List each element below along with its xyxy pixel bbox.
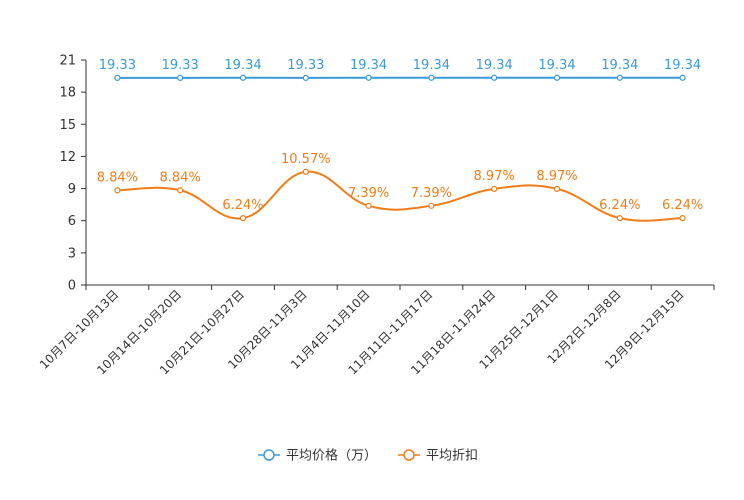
series-1-data-label: 6.24% xyxy=(599,198,640,213)
series-0-data-label: 19.33 xyxy=(99,58,136,73)
series-0-data-label: 19.34 xyxy=(476,58,513,73)
series-0-point xyxy=(178,75,183,80)
series-1-data-label: 10.57% xyxy=(281,152,331,167)
y-tick-label: 21 xyxy=(59,54,76,69)
series-0-data-label: 19.33 xyxy=(287,58,324,73)
series-1-data-label: 8.97% xyxy=(474,169,515,184)
legend-marker xyxy=(404,450,414,460)
series-1-data-label: 7.39% xyxy=(348,186,389,201)
legend-item-1: 平均折扣 xyxy=(398,449,478,464)
y-tick-label: 3 xyxy=(68,246,76,261)
series-1-data-label: 8.97% xyxy=(536,169,577,184)
series-1-point xyxy=(115,188,120,193)
series-1-data-label: 8.84% xyxy=(160,170,201,185)
series-1-point xyxy=(303,169,308,174)
series-0-point xyxy=(303,75,308,80)
series-0-data-label: 19.34 xyxy=(664,58,701,73)
series-line-1 xyxy=(117,172,682,221)
series-0-point xyxy=(617,75,622,80)
series-0-point xyxy=(680,75,685,80)
series-1-data-label: 8.84% xyxy=(97,170,138,185)
series-1-point xyxy=(178,188,183,193)
series-0-data-label: 19.34 xyxy=(538,58,575,73)
series-1-point xyxy=(429,203,434,208)
legend-label: 平均折扣 xyxy=(426,449,478,464)
series-0-data-label: 19.34 xyxy=(350,58,387,73)
y-tick-label: 0 xyxy=(68,279,76,294)
series-1-point xyxy=(680,216,685,221)
series-1-point xyxy=(492,186,497,191)
series-0-data-label: 19.34 xyxy=(413,58,450,73)
series-0-point xyxy=(241,75,246,80)
legend-label: 平均价格（万） xyxy=(286,448,377,464)
series-0-data-label: 19.33 xyxy=(162,58,199,73)
series-0-point xyxy=(492,75,497,80)
series-0-point xyxy=(555,75,560,80)
series-0-data-label: 19.34 xyxy=(224,58,261,73)
series-0-data-label: 19.34 xyxy=(601,58,638,73)
series-1-data-label: 6.24% xyxy=(222,198,263,213)
y-tick-label: 9 xyxy=(68,182,76,197)
series-1-point xyxy=(555,186,560,191)
series-1-point xyxy=(366,203,371,208)
series-1-point xyxy=(241,216,246,221)
legend-item-0: 平均价格（万） xyxy=(258,448,377,464)
series-0-point xyxy=(429,75,434,80)
series-1-data-label: 7.39% xyxy=(411,186,452,201)
y-tick-label: 15 xyxy=(59,118,76,133)
series-1-point xyxy=(617,216,622,221)
series-1-data-label: 6.24% xyxy=(662,198,703,213)
legend-marker xyxy=(264,450,274,460)
y-tick-label: 18 xyxy=(59,86,76,101)
series-0-point xyxy=(366,75,371,80)
y-tick-label: 12 xyxy=(59,150,76,165)
y-tick-label: 6 xyxy=(68,214,76,229)
series-0-point xyxy=(115,75,120,80)
